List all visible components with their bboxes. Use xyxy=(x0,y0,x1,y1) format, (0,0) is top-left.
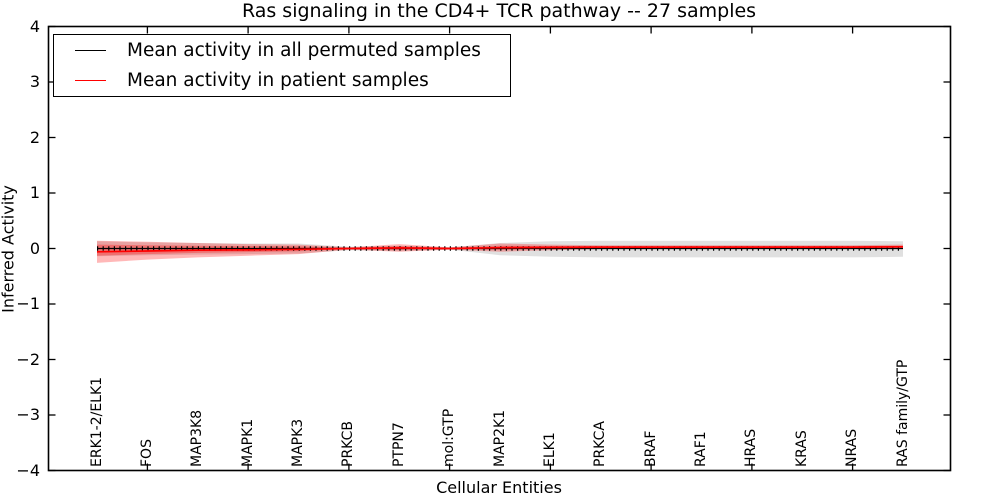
x-tick-label: KRAS xyxy=(793,430,810,467)
plot-frame xyxy=(47,25,952,472)
x-tick-label: RAF1 xyxy=(693,431,709,467)
x-axis-label: Cellular Entities xyxy=(436,478,562,497)
x-tick-label: RAS family/GTP xyxy=(894,359,911,467)
patient-mean-line xyxy=(96,245,904,253)
x-tick-label: PRKCA xyxy=(592,421,609,467)
black-line-swatch xyxy=(75,50,106,51)
x-tick-label: ELK1 xyxy=(541,432,558,467)
legend-label: Mean activity in patient samples xyxy=(127,70,429,91)
y-tick-label: −4 xyxy=(16,460,40,480)
y-tick-label: 0 xyxy=(29,238,40,258)
x-tick-label: HRAS xyxy=(743,428,760,467)
legend-label: Mean activity in all permuted samples xyxy=(127,40,481,61)
y-tick-label: −1 xyxy=(16,294,40,313)
x-tick-label: MAPK3 xyxy=(290,418,306,467)
y-tick-label: 1 xyxy=(29,183,40,202)
x-tick-label: mol:GTP xyxy=(441,408,458,467)
x-tick-label: MAP3K8 xyxy=(189,409,206,467)
legend: Mean activity in all permuted samples Me… xyxy=(53,34,511,97)
x-tick-label: PRKCB xyxy=(340,421,357,467)
x-tick-label: BRAF xyxy=(642,430,659,467)
legend-entry-patient: Mean activity in patient samples xyxy=(54,66,510,96)
x-tick-label: ERK1-2/ELK1 xyxy=(88,376,105,467)
chart-title: Ras signaling in the CD4+ TCR pathway --… xyxy=(241,0,757,22)
legend-entry-permuted: Mean activity in all permuted samples xyxy=(54,36,510,66)
y-tick-label: 3 xyxy=(29,72,40,91)
y-tick-label: 2 xyxy=(29,127,40,147)
x-tick-label: FOS xyxy=(138,439,155,467)
y-tick-label: −3 xyxy=(16,405,40,424)
y-tick-label: −2 xyxy=(16,349,40,369)
x-tick-label: MAP2K1 xyxy=(491,409,508,467)
x-tick-label: MAPK1 xyxy=(239,418,256,467)
x-tick-label: NRAS xyxy=(844,428,861,467)
y-tick-label: 4 xyxy=(29,16,40,36)
red-line-swatch xyxy=(75,80,106,81)
x-tick-label: PTPN7 xyxy=(390,422,407,467)
